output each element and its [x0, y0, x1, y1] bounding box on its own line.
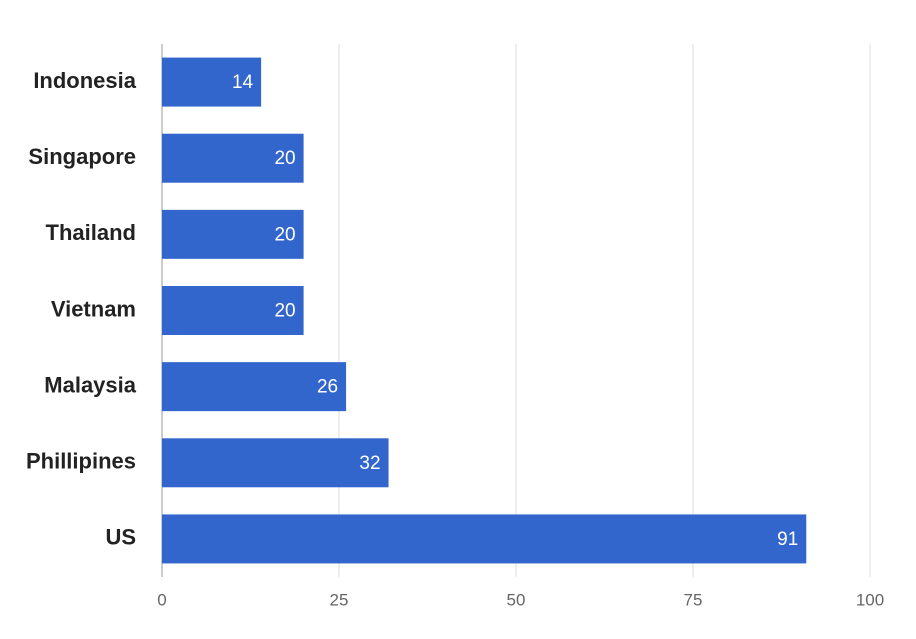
x-tick-label: 100: [856, 590, 884, 609]
y-tick-label: Phillipines: [26, 449, 136, 474]
bar: [162, 438, 389, 488]
y-tick-label: Malaysia: [44, 372, 136, 397]
bar: [162, 514, 807, 564]
y-tick-label: Vietnam: [51, 296, 136, 321]
bar: [162, 133, 304, 183]
x-tick-label: 75: [684, 590, 703, 609]
value-label: 32: [359, 453, 380, 474]
bar: [162, 286, 304, 335]
y-tick-label: Singapore: [28, 144, 136, 169]
value-label: 14: [232, 72, 254, 93]
y-tick-label: US: [105, 525, 136, 550]
bar: [162, 362, 347, 412]
y-tick-label: Thailand: [46, 220, 136, 245]
x-tick-label: 0: [157, 590, 166, 609]
y-tick-label: Indonesia: [33, 68, 136, 93]
value-label: 20: [274, 224, 295, 245]
bar: [162, 57, 262, 107]
value-label: 26: [317, 377, 338, 398]
x-tick-label: 25: [330, 590, 349, 609]
value-label: 91: [777, 529, 798, 550]
value-label: 20: [274, 148, 295, 169]
value-label: 20: [274, 301, 295, 322]
x-tick-label: 50: [507, 590, 526, 609]
bar: [162, 209, 304, 259]
